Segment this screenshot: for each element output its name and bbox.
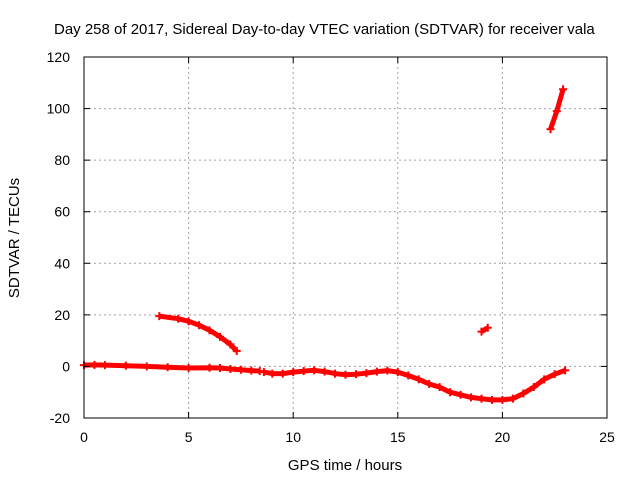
- data-point: [477, 394, 486, 403]
- data-point: [529, 383, 538, 392]
- data-point: [278, 369, 287, 378]
- series-arc-3: [155, 312, 241, 355]
- data-point: [331, 369, 340, 378]
- x-tick-label: 25: [599, 429, 615, 445]
- tick-labels: 0 5 10 15 20 25 -20 0 20 40 60 80 100 120: [47, 49, 615, 445]
- data-point: [351, 370, 360, 379]
- x-tick-label: 5: [185, 429, 193, 445]
- data-point: [362, 369, 371, 378]
- data-point: [425, 379, 434, 388]
- data-point: [299, 367, 308, 376]
- x-tick-label: 20: [495, 429, 511, 445]
- data-point: [142, 362, 151, 371]
- y-tick-label: 40: [54, 255, 70, 271]
- series-arc-1: [80, 360, 264, 376]
- data-point: [255, 367, 264, 376]
- data-point: [90, 360, 99, 369]
- plot-frame: [83, 56, 608, 419]
- data-point: [487, 395, 496, 404]
- data-point: [215, 332, 224, 341]
- data-point: [467, 393, 476, 402]
- data-point: [184, 363, 193, 372]
- data-point: [247, 366, 256, 375]
- y-tick-label: 120: [47, 49, 71, 65]
- data-point: [393, 368, 402, 377]
- grid: [84, 57, 607, 418]
- data-point: [550, 370, 559, 379]
- x-tick-label: 0: [80, 429, 88, 445]
- x-axis-label: GPS time / hours: [288, 457, 402, 474]
- series-arc-5: [546, 85, 568, 134]
- data-point: [383, 366, 392, 375]
- data-point: [259, 368, 268, 377]
- data-point: [121, 361, 130, 370]
- data-point: [446, 388, 455, 397]
- data-point: [174, 314, 183, 323]
- data-point: [205, 363, 214, 372]
- data-series: [80, 85, 570, 404]
- x-tick-label: 15: [390, 429, 406, 445]
- data-point: [552, 107, 561, 116]
- data-point: [215, 363, 224, 372]
- data-point: [184, 317, 193, 326]
- data-point: [477, 327, 486, 336]
- y-tick-label: 60: [54, 204, 70, 220]
- y-tick-label: 20: [54, 307, 70, 323]
- y-tick-label: 0: [62, 358, 70, 374]
- axis-ticks: [83, 56, 608, 419]
- data-point: [320, 367, 329, 376]
- data-point: [498, 395, 507, 404]
- data-point: [155, 312, 164, 321]
- data-point: [456, 390, 465, 399]
- data-point: [435, 383, 444, 392]
- y-tick-label: -20: [50, 410, 70, 426]
- data-point: [483, 323, 492, 332]
- y-tick-label: 80: [54, 152, 70, 168]
- data-point: [232, 346, 241, 355]
- data-point: [268, 369, 277, 378]
- x-tick-label: 10: [285, 429, 301, 445]
- data-point: [205, 326, 214, 335]
- data-point: [540, 375, 549, 384]
- data-point: [414, 375, 423, 384]
- series-arc-4: [477, 323, 492, 336]
- y-axis-label: SDTVAR / TECUs: [6, 178, 23, 298]
- data-point: [372, 367, 381, 376]
- data-point: [559, 85, 568, 94]
- data-point: [310, 366, 319, 375]
- data-point: [226, 340, 235, 349]
- y-tick-label: 100: [47, 101, 71, 117]
- data-point: [508, 394, 517, 403]
- data-point: [100, 361, 109, 370]
- chart-title: Day 258 of 2017, Sidereal Day-to-day VTE…: [54, 21, 595, 38]
- data-point: [404, 371, 413, 380]
- data-point: [341, 370, 350, 379]
- data-point: [236, 365, 245, 374]
- data-point: [226, 365, 235, 374]
- data-point: [546, 125, 555, 134]
- series-arc-2: [259, 366, 570, 404]
- data-point: [289, 368, 298, 377]
- data-point: [561, 366, 570, 375]
- data-point: [519, 389, 528, 398]
- data-point: [163, 363, 172, 372]
- data-point: [195, 321, 204, 330]
